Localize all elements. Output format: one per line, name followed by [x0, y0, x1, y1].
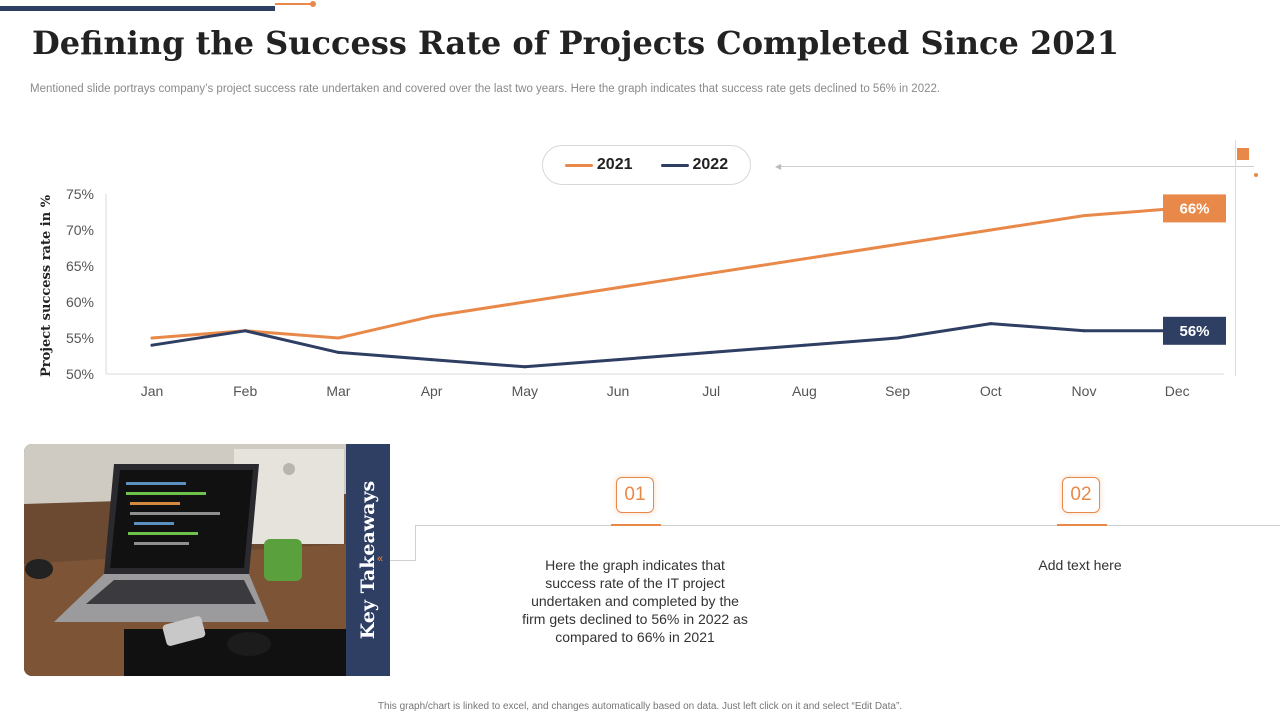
decor-vertical-line	[1235, 140, 1236, 376]
takeaway-text-1: Here the graph indicates that success ra…	[522, 557, 748, 645]
takeaway-number-badge-1: 01	[616, 477, 654, 513]
data-point-2022	[989, 322, 993, 326]
x-tick-label: Apr	[421, 383, 443, 399]
x-tick-label: Feb	[233, 383, 257, 399]
x-tick-label: Sep	[885, 383, 910, 399]
takeaway-underline-2	[1057, 524, 1107, 526]
y-tick-label: 70%	[66, 222, 94, 238]
x-tick-label: Mar	[326, 383, 350, 399]
end-label-box-2022	[1163, 316, 1226, 345]
y-tick-label: 60%	[66, 294, 94, 310]
data-point-2022	[709, 350, 713, 354]
laptop-photo-illustration	[24, 444, 346, 676]
data-point-2021	[989, 228, 993, 232]
connector-line-horizontal-short	[390, 560, 415, 561]
data-point-2022	[243, 329, 247, 333]
data-point-2021	[150, 336, 154, 340]
legend-label-2022: 2022	[692, 156, 729, 173]
y-tick-label: 55%	[66, 330, 94, 346]
x-tick-label: Dec	[1165, 383, 1190, 399]
laptop-photo	[24, 444, 346, 676]
data-point-2021	[802, 257, 806, 261]
decor-dot	[1254, 173, 1258, 177]
data-point-2022	[1082, 329, 1086, 333]
x-tick-label: May	[512, 383, 538, 399]
end-label-2022: 56%	[1179, 323, 1209, 340]
data-point-2022	[150, 343, 154, 347]
series-lines	[150, 206, 1179, 369]
data-point-2022	[802, 343, 806, 347]
legend-line-2021	[564, 163, 593, 167]
x-tick-labels: Jan Feb Mar Apr May Jun Jul Aug Sep Oct Nov Dec	[141, 383, 1190, 399]
series-line-2021	[150, 206, 1179, 340]
end-label-box-2021	[1163, 194, 1226, 223]
chart-legend: 2021 2022	[542, 145, 751, 185]
takeaway-underline-1	[611, 524, 661, 526]
data-point-2021	[616, 286, 620, 290]
data-point-2022	[896, 336, 900, 340]
y-tick-labels: 50% 55% 60% 65% 70% 75%	[66, 186, 94, 382]
y-axis-label: Project success rate in %	[39, 194, 54, 377]
takeaway-number-badge-2: 02	[1062, 477, 1100, 513]
x-tick-label: Jun	[607, 383, 630, 399]
data-point-2022	[336, 350, 340, 354]
legend-item-2022: 2022	[660, 156, 729, 174]
takeaway-text-2: Add text here	[1038, 557, 1122, 573]
key-takeaways-panel: Key Takeaways	[346, 444, 390, 676]
series-end-labels: 66% 56%	[1163, 194, 1226, 345]
slide-subtitle: Mentioned slide portrays company’s proje…	[30, 83, 941, 95]
line-chart[interactable]: 50% 55% 60% 65% 70% 75% Jan Feb Mar Apr May Jun Jul…	[0, 130, 1280, 400]
data-point-2022	[430, 358, 434, 362]
x-tick-label: Nov	[1072, 383, 1097, 399]
x-tick-label: Aug	[792, 383, 817, 399]
decor-arrow-head-icon: ◀	[775, 162, 782, 171]
legend-item-2021: 2021	[564, 156, 633, 174]
data-point-2021	[709, 271, 713, 275]
end-label-2021: 66%	[1179, 200, 1209, 217]
x-tick-label: Jan	[141, 383, 164, 399]
data-point-2021	[1082, 214, 1086, 218]
x-tick-label: Jul	[702, 383, 720, 399]
y-tick-label: 50%	[66, 366, 94, 382]
y-tick-label: 65%	[66, 258, 94, 274]
x-tick-label: Oct	[980, 383, 1002, 399]
top-accent-bar	[0, 6, 275, 11]
top-accent-line	[275, 3, 313, 5]
key-takeaways-label-wrap: Key Takeaways	[346, 444, 390, 676]
data-point-2022	[523, 365, 527, 369]
connector-line-horizontal	[415, 525, 1280, 526]
data-point-2022	[616, 358, 620, 362]
key-takeaways-label: Key Takeaways	[357, 480, 380, 640]
data-point-2021	[523, 300, 527, 304]
data-point-2021	[430, 314, 434, 318]
legend-line-2022	[660, 163, 689, 167]
data-point-2021	[336, 336, 340, 340]
series-line-2022	[150, 322, 1179, 369]
slide-title: Defining the Success Rate of Projects Co…	[32, 24, 1120, 62]
decor-square	[1237, 148, 1249, 160]
footer-note: This graph/chart is linked to excel, and…	[377, 701, 903, 712]
chevron-right-icon: «	[377, 553, 384, 565]
legend-label-2021: 2021	[596, 156, 633, 173]
top-accent-dot	[310, 1, 316, 7]
y-tick-label: 75%	[66, 186, 94, 202]
data-point-2021	[896, 242, 900, 246]
connector-line-vertical	[415, 525, 416, 561]
decor-arrow-line	[778, 166, 1254, 167]
